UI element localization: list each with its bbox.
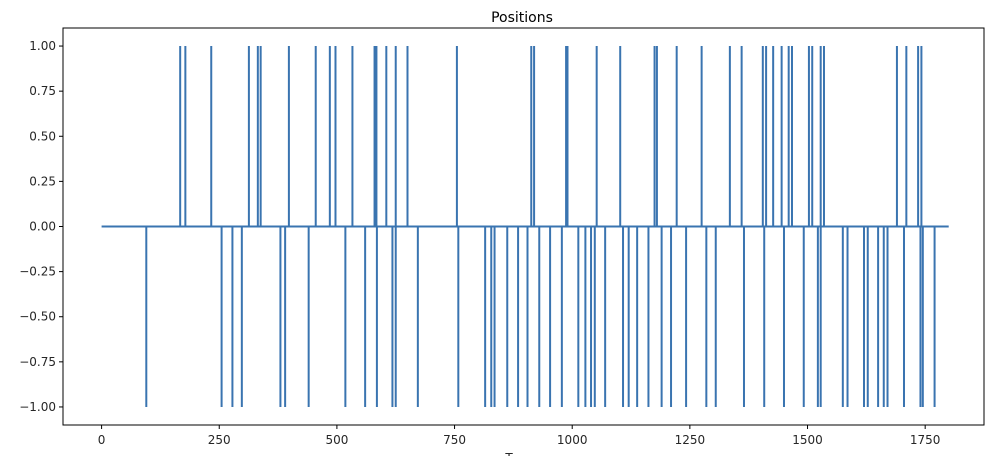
x-tick-label: 1500 bbox=[792, 433, 823, 447]
y-tick-label: 0.50 bbox=[29, 129, 56, 143]
y-tick-label: 0.25 bbox=[29, 174, 56, 188]
y-tick-label: −0.50 bbox=[19, 310, 56, 324]
y-tick-label: −1.00 bbox=[19, 400, 56, 414]
x-tick-label: 750 bbox=[443, 433, 466, 447]
y-tick-label: −0.25 bbox=[19, 265, 56, 279]
y-tick-label: 0.75 bbox=[29, 84, 56, 98]
x-axis-label: T bbox=[504, 451, 513, 456]
x-tick-label: 500 bbox=[325, 433, 348, 447]
y-tick-label: 0.00 bbox=[29, 220, 56, 234]
x-tick-label: 1750 bbox=[910, 433, 941, 447]
x-axis: 0 250 500 750 1000 1250 1500 1750 bbox=[98, 425, 941, 447]
y-tick-label: −0.75 bbox=[19, 355, 56, 369]
x-tick-label: 1250 bbox=[675, 433, 706, 447]
chart-title: Positions bbox=[491, 10, 553, 26]
y-tick-label: 1.00 bbox=[29, 39, 56, 53]
x-tick-label: 250 bbox=[208, 433, 231, 447]
y-axis: 1.00 0.75 0.50 0.25 0.00 −0.25 −0.50 −0.75 −1.00 bbox=[19, 39, 63, 414]
x-tick-label: 1000 bbox=[557, 433, 588, 447]
x-tick-label: 0 bbox=[98, 433, 106, 447]
series-positions-line bbox=[101, 46, 949, 407]
